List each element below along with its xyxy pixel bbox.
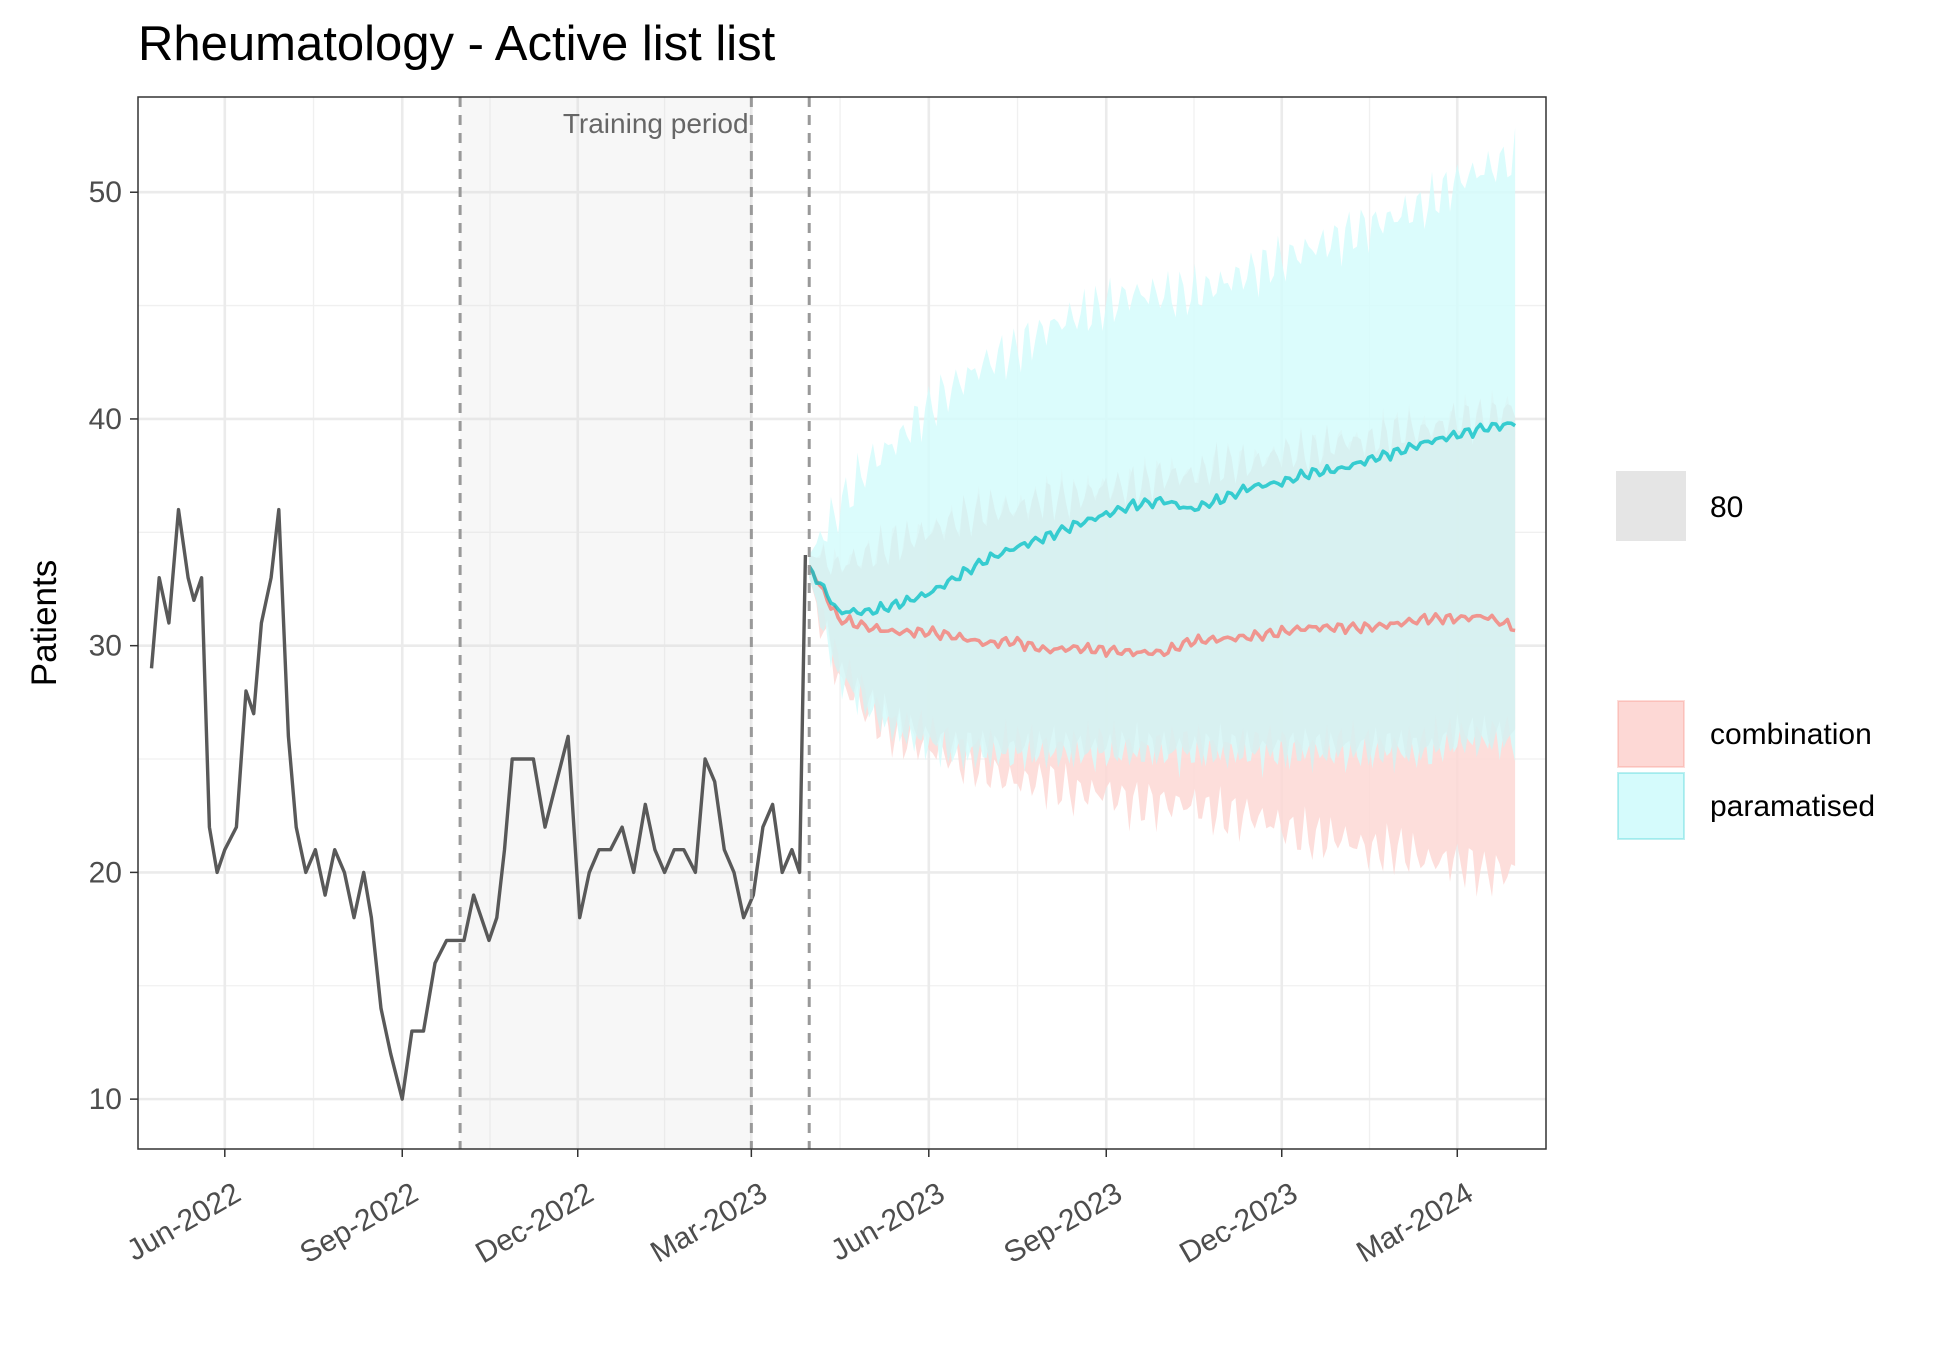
x-tick-label: Sep-2022 [295,1176,424,1270]
panel-border [137,96,1547,1150]
legend-key-combination [1617,700,1685,768]
line-combination [807,565,1516,658]
y-axis-ticks: 10 20 30 40 50 [89,176,138,1116]
legend-label-combination: combination [1710,718,1872,751]
series-lines [149,421,1517,1101]
training-period-label: Training period [563,108,749,139]
legend-label-interval: 80 [1710,491,1743,524]
x-tick-label: Mar-2023 [645,1176,773,1269]
legend-key-interval [1616,471,1686,541]
observed-line [149,507,808,1101]
x-tick-label: Jun-2022 [121,1176,246,1267]
band-overlap [809,399,1516,774]
legend: 80 combination paramatised [1616,471,1875,840]
training-period-shade [460,97,752,1149]
x-tick-label: Sep-2023 [999,1176,1128,1270]
x-tick-label: Dec-2022 [470,1176,599,1270]
y-tick-label: 10 [89,1083,122,1116]
y-tick-label: 20 [89,856,122,889]
y-tick-label: 30 [89,630,122,663]
y-tick-label: 40 [89,403,122,436]
line-paramatised [807,421,1517,617]
legend-label-paramatised: paramatised [1710,790,1875,823]
vertical-markers [458,97,811,1149]
y-tick-label: 50 [89,176,122,209]
y-axis-label: Patients [25,560,64,686]
x-axis-ticks: Jun-2022 Sep-2022 Dec-2022 Mar-2023 Jun-2023… [121,1149,1479,1270]
legend-key-paramatised [1617,772,1685,840]
plot-panel: Training period [137,96,1547,1150]
x-tick-label: Dec-2023 [1174,1176,1303,1270]
prediction-bands [809,127,1516,897]
x-tick-label: Mar-2024 [1351,1176,1479,1269]
chart-title: Rheumatology - Active list list [138,17,776,71]
x-tick-label: Jun-2023 [825,1176,950,1267]
